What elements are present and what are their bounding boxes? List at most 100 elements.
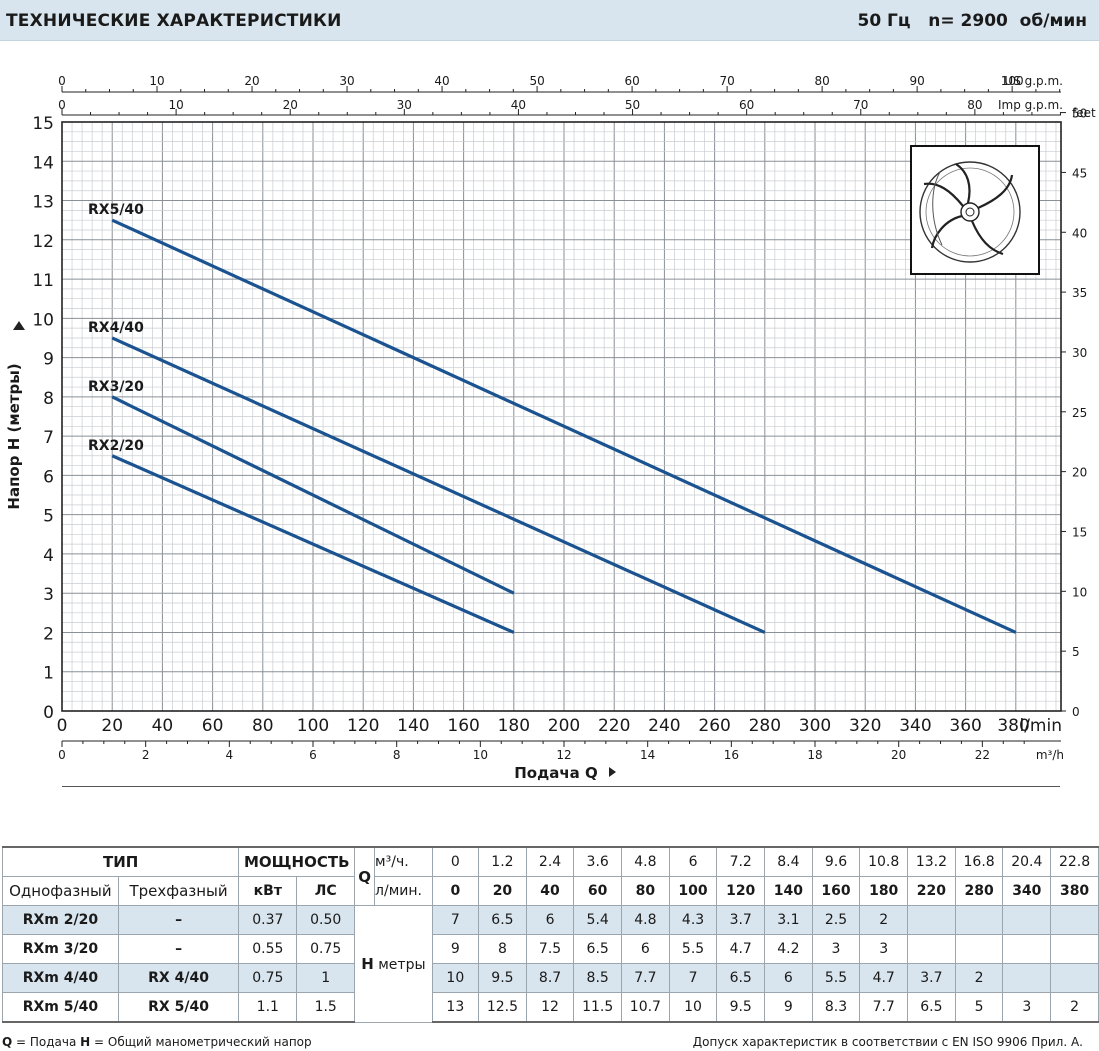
us-gpm-tick-label: 80 bbox=[814, 74, 829, 88]
us-gpm-tick-label: 10 bbox=[149, 74, 164, 88]
y-tick-label: 10 bbox=[32, 310, 54, 330]
us-gpm-tick-label: 50 bbox=[529, 74, 544, 88]
single-phase-header: Однофазный bbox=[2, 876, 119, 906]
single-phase-model: RXm 5/40 bbox=[2, 992, 119, 1023]
y-tick-label: 13 bbox=[32, 193, 54, 213]
q-lmin-value: 80 bbox=[621, 876, 670, 906]
y-axis-arrow bbox=[13, 321, 25, 330]
head-value: 7.7 bbox=[859, 992, 909, 1023]
head-value: 3.7 bbox=[907, 963, 956, 993]
impeller-part bbox=[965, 207, 975, 217]
m3h-tick-label: 6 bbox=[309, 748, 317, 762]
plot-frame bbox=[61, 121, 1062, 712]
feet-tick-label: 15 bbox=[1072, 525, 1087, 539]
imp-gpm-unit-label: Imp g.p.m. bbox=[998, 98, 1063, 112]
us-gpm-tick-label: 90 bbox=[910, 74, 925, 88]
table-header-row-2: Однофазный Трехфазный кВт ЛС л/мин. 0 20 40 60 80… bbox=[2, 876, 1099, 906]
y-tick-label: 9 bbox=[43, 350, 54, 370]
head-value: 4.2 bbox=[764, 934, 813, 964]
impeller-part bbox=[919, 161, 1021, 263]
head-value: 2 bbox=[859, 905, 909, 935]
head-value: 2.5 bbox=[811, 905, 861, 935]
q-lmin-value: 220 bbox=[907, 876, 956, 906]
m3h-tick-label: 22 bbox=[975, 748, 990, 762]
hp-header: ЛС bbox=[296, 876, 356, 906]
head-value: 4.7 bbox=[716, 934, 766, 964]
imp-gpm-tick-label: 80 bbox=[967, 98, 982, 112]
y-tick-label: 8 bbox=[43, 389, 54, 409]
head-value: 6 bbox=[764, 963, 813, 993]
x-tick-label: 140 bbox=[397, 716, 429, 736]
y-tick-label: 1 bbox=[43, 664, 54, 684]
impeller-part bbox=[930, 214, 963, 249]
head-value: 7.7 bbox=[621, 963, 670, 993]
feet-tick-label: 25 bbox=[1072, 406, 1087, 420]
q-label: Q bbox=[354, 846, 376, 906]
series-label: RX5/40 bbox=[88, 202, 144, 218]
x-tick-label: 160 bbox=[447, 716, 479, 736]
y-tick-label: 6 bbox=[43, 467, 54, 487]
head-value bbox=[954, 934, 1004, 964]
us-gpm-tick-label: 100 bbox=[1001, 74, 1024, 88]
us-gpm-tick-label: 30 bbox=[339, 74, 354, 88]
head-value: 6.5 bbox=[573, 934, 623, 964]
impeller-part bbox=[977, 174, 1014, 210]
head-value: 4.8 bbox=[621, 905, 670, 935]
feet-tick-label: 10 bbox=[1072, 585, 1087, 599]
impeller-part bbox=[970, 220, 1004, 256]
y-tick-label: 12 bbox=[32, 232, 54, 252]
x-tick-label: 40 bbox=[152, 716, 174, 736]
head-value: 3 bbox=[1002, 992, 1052, 1023]
footer-legend: Q = Подача H = Общий манометрический нап… bbox=[2, 1035, 312, 1049]
feet-tick-label: 0 bbox=[1072, 705, 1080, 719]
head-value: 6.5 bbox=[478, 905, 527, 935]
q-m3-value: 7.2 bbox=[716, 846, 766, 877]
head-value: 3.1 bbox=[764, 905, 813, 935]
header-bar: ТЕХНИЧЕСКИЕ ХАРАКТЕРИСТИКИ 50 Гц n= 2900… bbox=[0, 0, 1099, 41]
chart-divider bbox=[62, 786, 1060, 787]
imp-gpm-tick-label: 20 bbox=[283, 98, 298, 112]
y-tick-label: 7 bbox=[43, 428, 54, 448]
q-m3-value: 1.2 bbox=[478, 846, 527, 877]
x-tick-label: 80 bbox=[252, 716, 274, 736]
q-lmin-value: 160 bbox=[811, 876, 861, 906]
m3h-tick-label: 20 bbox=[891, 748, 906, 762]
impeller-part bbox=[923, 182, 964, 207]
q-m3-value: 4.8 bbox=[621, 846, 670, 877]
y-tick-label: 0 bbox=[43, 703, 54, 723]
head-value: 3.7 bbox=[716, 905, 766, 935]
q-lmin-value: 20 bbox=[478, 876, 527, 906]
head-value: 7 bbox=[431, 905, 480, 935]
x-tick-label: 240 bbox=[648, 716, 680, 736]
x-tick-label: 320 bbox=[849, 716, 881, 736]
us-gpm-tick-label: 40 bbox=[434, 74, 449, 88]
feet-tick-label: 20 bbox=[1072, 466, 1087, 480]
us-gpm-unit-label: US g.p.m. bbox=[1004, 74, 1063, 88]
head-value: 6 bbox=[621, 934, 670, 964]
head-value: 9.5 bbox=[478, 963, 527, 993]
q-m3-value: 9.6 bbox=[811, 846, 861, 877]
table-row: RXm 4/40 RX 4/40 0.75 1 10 9.5 8.7 8.5 7.7 7 6.5 6 5… bbox=[2, 963, 1099, 993]
power-kw: 0.37 bbox=[238, 905, 298, 935]
y-tick-label: 11 bbox=[32, 271, 54, 291]
head-value: 13 bbox=[431, 992, 480, 1023]
q-lmin-unit: л/мин. bbox=[374, 876, 433, 906]
single-phase-model: RXm 3/20 bbox=[2, 934, 119, 964]
q-m3-value: 20.4 bbox=[1002, 846, 1052, 877]
head-value: 10.7 bbox=[621, 992, 670, 1023]
head-value: 5.5 bbox=[811, 963, 861, 993]
x-tick-label: 380 bbox=[997, 716, 1029, 736]
head-value: 8.7 bbox=[525, 963, 575, 993]
q-lmin-value: 40 bbox=[525, 876, 575, 906]
h-desc: = Общий манометрический напор bbox=[90, 1035, 312, 1049]
x-tick-label: 340 bbox=[899, 716, 931, 736]
q-lmin-value: 100 bbox=[668, 876, 718, 906]
x-tick-label: 60 bbox=[202, 716, 224, 736]
head-value bbox=[1002, 934, 1052, 964]
head-value bbox=[1050, 934, 1099, 964]
m3h-tick-label: 18 bbox=[807, 748, 822, 762]
head-value bbox=[954, 905, 1004, 935]
q-lmin-value: 380 bbox=[1050, 876, 1099, 906]
kw-header: кВт bbox=[238, 876, 298, 906]
